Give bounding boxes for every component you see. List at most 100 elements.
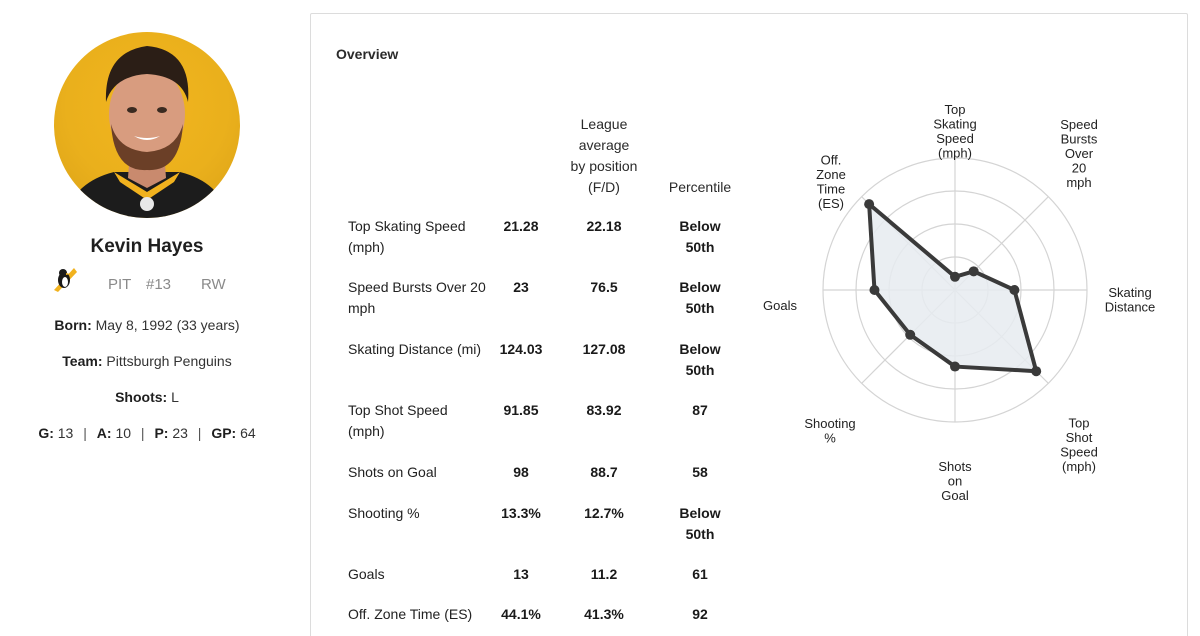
radar-axis-label-line: Speed — [936, 131, 974, 146]
percentile-value: Below 50th — [679, 218, 721, 255]
player-avatar — [54, 32, 240, 218]
radar-axis-label: Goals — [763, 298, 797, 313]
radar-axis-label-line: Shot — [1066, 430, 1093, 445]
points-value: 23 — [172, 425, 188, 441]
shoots-label: Shoots: — [115, 389, 168, 405]
radar-axis-label-line: Top — [945, 102, 966, 117]
radar-data-point — [1031, 366, 1042, 377]
stat-label: Shots on Goal — [348, 464, 437, 480]
radar-data-point — [1009, 285, 1020, 295]
radar-axis-label-line: Bursts — [1061, 132, 1098, 147]
stat-value: 13 — [513, 566, 529, 582]
percentile-value: 58 — [692, 464, 708, 480]
league-average-header: League average by position (F/D) — [560, 114, 648, 198]
radar-axis-label: Speed Bursts Over 20 mph — [1060, 117, 1098, 190]
team-abbreviation: PIT — [108, 276, 132, 293]
league-average-value: 22.18 — [586, 218, 622, 234]
radar-axis-label-line: % — [824, 430, 836, 445]
league-average-value: 88.7 — [590, 464, 618, 480]
stat-value: 21.28 — [503, 218, 539, 234]
goals-label: G: — [38, 425, 54, 441]
radar-data-point — [905, 329, 916, 340]
stat-value: 23 — [513, 279, 529, 295]
separator: | — [140, 425, 145, 441]
jersey-number: #13 — [146, 276, 172, 293]
points-label: P: — [154, 425, 169, 441]
player-name: Kevin Hayes — [90, 236, 204, 257]
radar-data-point — [968, 266, 979, 277]
percentile-value: 61 — [692, 566, 708, 582]
team-info: Team: Pittsburgh Penguins — [0, 353, 294, 369]
radar-axis-label-line: Off. — [821, 152, 842, 167]
radar-axis-label-line: on — [948, 474, 962, 489]
percentile-value: Below 50th — [679, 505, 721, 542]
stat-label: Top Shot Speed (mph) — [348, 402, 448, 439]
league-average-value: 12.7% — [584, 505, 624, 521]
radar-axis-label: Off. Zone Time (ES) — [816, 152, 846, 211]
radar-axis-label-line: Over — [1065, 146, 1094, 161]
stat-label: Top Skating Speed (mph) — [348, 218, 466, 255]
stat-label: Skating Distance (mi) — [348, 341, 482, 357]
radar-axis-label: Skating Distance — [1105, 285, 1156, 315]
separator: | — [197, 425, 202, 441]
league-average-value: 83.92 — [586, 402, 622, 418]
assists-label: A: — [96, 425, 112, 441]
league-header-line: by position — [570, 158, 638, 174]
radar-axis-label-line: Speed — [1060, 117, 1098, 132]
percentile-header: Percentile — [668, 179, 732, 195]
league-header-line: average — [578, 137, 630, 153]
percentile-radar-chart: Top Skating Speed (mph)Speed Bursts Over 20 mph… — [763, 102, 1156, 503]
stat-value: 91.85 — [503, 402, 539, 418]
radar-axis-label-line: (mph) — [938, 146, 972, 161]
stat-value: 124.03 — [499, 341, 543, 357]
stat-value: 98 — [513, 464, 529, 480]
percentile-value: Below 50th — [679, 341, 721, 378]
overview-panel — [310, 13, 1188, 636]
radar-axis-label-line: Skating — [1108, 285, 1151, 300]
shoots-info: Shoots: L — [0, 389, 294, 405]
radar-axis-label-line: Zone — [816, 167, 846, 182]
overview-title: Overview — [336, 46, 399, 62]
born-value: May 8, 1992 (33 years) — [95, 317, 240, 333]
born-info: Born: May 8, 1992 (33 years) — [0, 317, 294, 333]
assists-value: 10 — [115, 425, 132, 441]
radar-data-point — [950, 361, 960, 372]
born-label: Born: — [54, 317, 92, 333]
stat-label: Off. Zone Time (ES) — [348, 606, 473, 622]
radar-data-point — [864, 199, 875, 210]
radar-axis-label-line: 20 — [1072, 161, 1086, 176]
separator: | — [83, 425, 87, 441]
percentile-value: 87 — [692, 402, 708, 418]
radar-axis-label-line: Shooting — [804, 416, 855, 431]
league-average-value: 41.3% — [584, 606, 624, 622]
radar-axis-label: Shots on Goal — [938, 459, 972, 503]
season-stats: G: 13 | A: 10 | P: 23 | GP: 64 — [0, 425, 294, 441]
goals-value: 13 — [57, 425, 74, 441]
team-value: Pittsburgh Penguins — [106, 353, 232, 369]
radar-axis-label-line: Speed — [1060, 444, 1098, 459]
radar-data-point — [950, 271, 960, 282]
radar-axis-label-line: (mph) — [1062, 459, 1096, 474]
radar-axis-label-line: Shots — [938, 459, 972, 474]
radar-axis-label-line: Goals — [763, 298, 797, 313]
penguins-logo-icon — [50, 264, 80, 294]
radar-axis-label-line: Skating — [933, 117, 976, 132]
radar-axis-label: Shooting% — [804, 416, 855, 446]
percentile-value: 92 — [692, 606, 708, 622]
league-average-value: 11.2 — [590, 566, 618, 582]
radar-axis-label-line: Time — [817, 181, 845, 196]
radar-axis-label-line: (ES) — [818, 196, 844, 211]
team-label: Team: — [62, 353, 103, 369]
stat-label: Shooting % — [348, 505, 420, 521]
stat-value: 44.1% — [501, 606, 541, 622]
games-played-label: GP: — [211, 425, 237, 441]
player-position: RW — [201, 276, 226, 293]
league-average-value: 76.5 — [590, 279, 618, 295]
percentile-value: Below 50th — [679, 279, 721, 316]
stat-label: Speed Bursts Over 20 mph — [348, 279, 486, 316]
games-played-value: 64 — [240, 425, 256, 441]
stat-label: Goals — [348, 566, 385, 582]
league-header-line: (F/D) — [588, 179, 620, 195]
radar-data-point — [869, 285, 880, 295]
shoots-value: L — [171, 389, 179, 405]
